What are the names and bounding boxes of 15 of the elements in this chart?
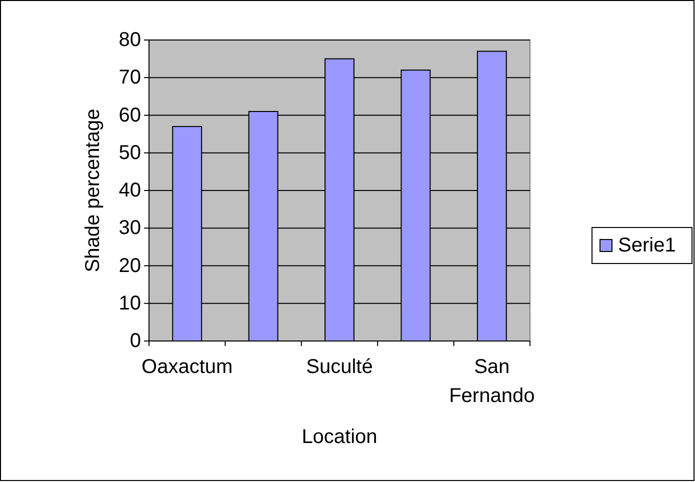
legend-label: Serie1 — [618, 234, 676, 256]
y-tick-label: 40 — [118, 180, 141, 202]
y-tick-label: 20 — [118, 254, 141, 277]
y-tick-label: 80 — [118, 29, 141, 51]
y-tick-label: 0 — [130, 330, 141, 352]
y-tick-label: 60 — [118, 104, 141, 126]
y-tick-label: 50 — [118, 142, 141, 164]
x-tick-label: San Fernando — [449, 356, 535, 407]
x-tick-label: Suculté — [306, 356, 373, 378]
y-axis-title: Shade percentage — [82, 108, 104, 272]
y-tick-label: 30 — [118, 217, 141, 240]
x-tick-label: Oaxactum — [142, 356, 233, 378]
y-tick-label: 70 — [118, 66, 141, 89]
x-axis-title: Location — [302, 426, 378, 448]
y-tick-label: 10 — [118, 292, 141, 314]
